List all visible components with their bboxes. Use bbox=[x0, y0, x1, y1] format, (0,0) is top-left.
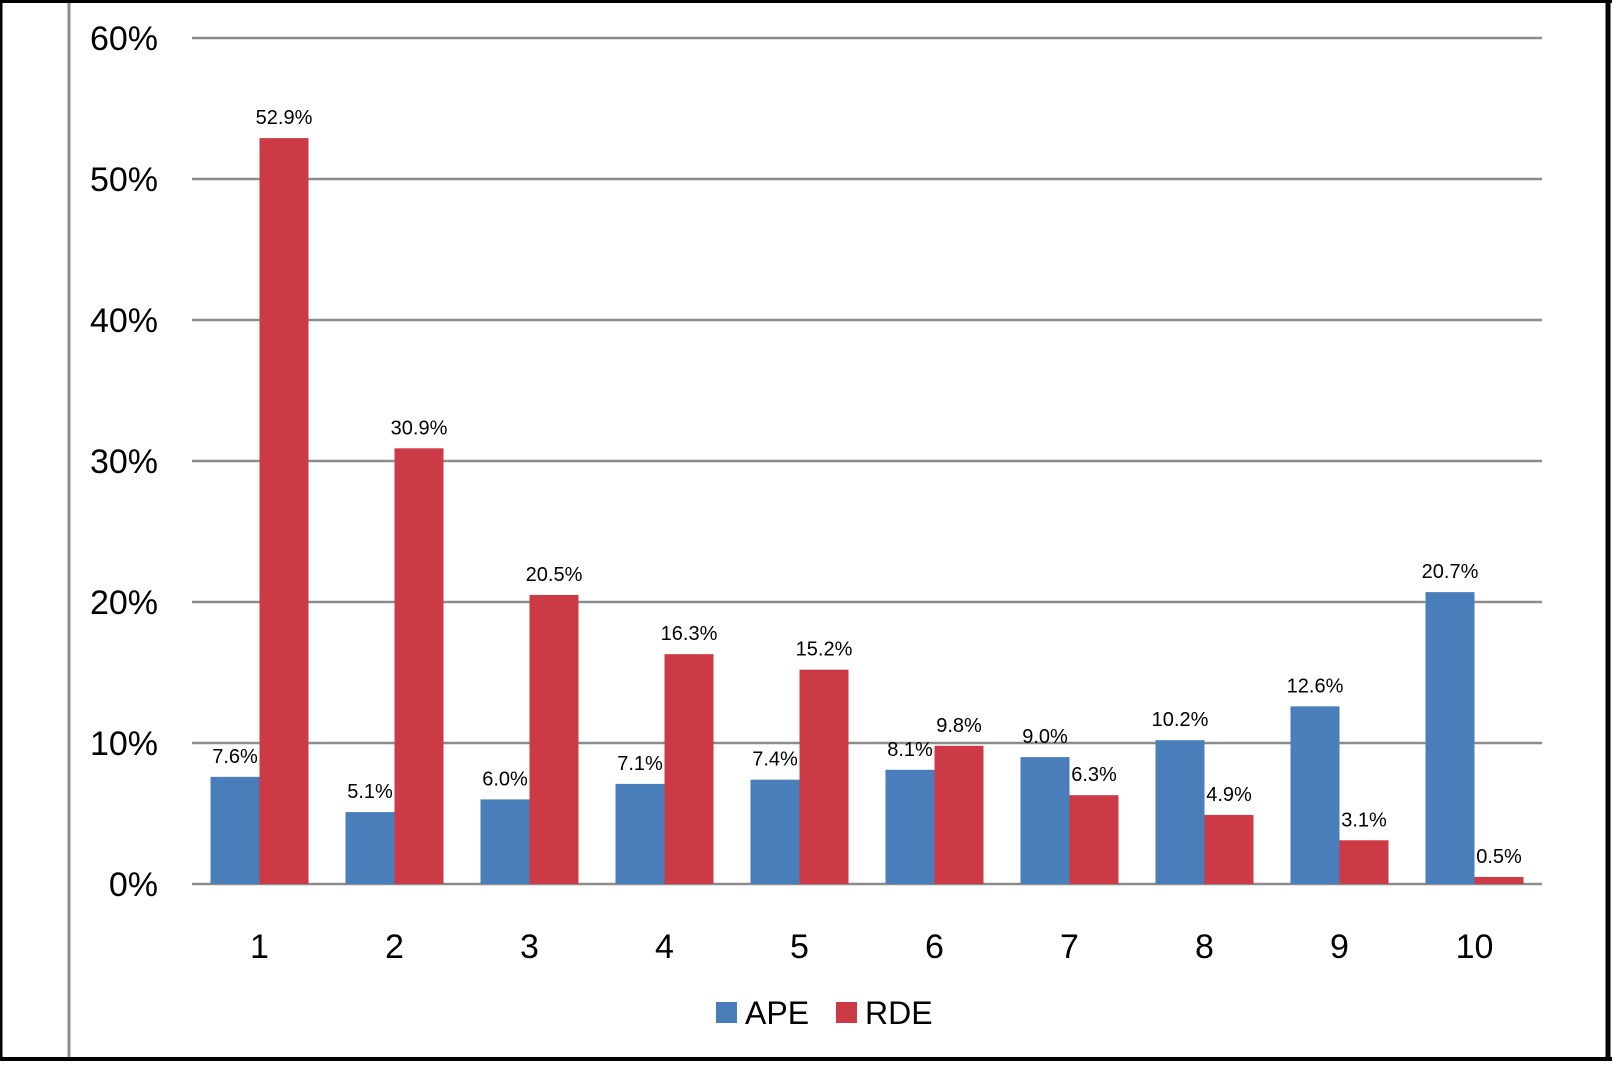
x-tick-label: 8 bbox=[1195, 928, 1214, 966]
legend-swatch-rde bbox=[836, 1002, 857, 1023]
bar-rde-2 bbox=[394, 448, 444, 884]
y-tick-label: 30% bbox=[90, 443, 158, 481]
legend: APE RDE bbox=[716, 995, 933, 1031]
x-tick-label: 6 bbox=[925, 928, 944, 966]
x-tick-label: 4 bbox=[655, 928, 674, 966]
bar-rde-9 bbox=[1339, 840, 1389, 884]
data-label-rde-7: 6.3% bbox=[1071, 764, 1117, 786]
x-axis-ticks: 1 2 3 4 5 6 7 8 9 10 bbox=[250, 928, 1493, 966]
x-tick-label: 10 bbox=[1456, 928, 1494, 966]
y-tick-label: 50% bbox=[90, 161, 158, 199]
data-label-rde-1: 52.9% bbox=[256, 107, 313, 129]
data-labels: 7.6% 5.1% 6.0% 7.1% 7.4% 8.1% 9.0% 10.2% 12.6% 20… bbox=[212, 107, 1522, 868]
data-label-rde-9: 3.1% bbox=[1341, 809, 1387, 831]
data-label-ape-8: 10.2% bbox=[1152, 709, 1209, 731]
bar-rde-5 bbox=[799, 669, 849, 884]
data-label-rde-4: 16.3% bbox=[661, 623, 718, 645]
bar-ape-7 bbox=[1020, 757, 1070, 884]
data-label-ape-2: 5.1% bbox=[347, 781, 393, 803]
data-label-ape-10: 20.7% bbox=[1422, 561, 1479, 583]
data-label-rde-5: 15.2% bbox=[796, 639, 853, 661]
x-tick-label: 9 bbox=[1330, 928, 1349, 966]
data-label-rde-8: 4.9% bbox=[1206, 784, 1252, 806]
data-label-ape-4: 7.1% bbox=[617, 753, 663, 775]
y-tick-label: 0% bbox=[109, 866, 158, 904]
y-axis-ticks: 0% 10% 20% 30% 40% 50% 60% bbox=[90, 20, 158, 904]
bar-ape-4 bbox=[615, 783, 665, 884]
data-label-ape-1: 7.6% bbox=[212, 746, 258, 768]
bar-rde-4 bbox=[664, 654, 714, 884]
bar-rde-8 bbox=[1204, 814, 1254, 884]
bar-ape-1 bbox=[210, 776, 260, 884]
data-label-ape-3: 6.0% bbox=[482, 768, 528, 790]
x-tick-label: 7 bbox=[1060, 928, 1079, 966]
bar-rde-1 bbox=[259, 138, 309, 885]
y-tick-label: 40% bbox=[90, 302, 158, 340]
data-label-ape-5: 7.4% bbox=[752, 749, 798, 771]
legend-swatch-ape bbox=[716, 1002, 737, 1023]
data-label-rde-2: 30.9% bbox=[391, 417, 448, 439]
data-label-ape-9: 12.6% bbox=[1287, 675, 1344, 697]
bar-ape-9 bbox=[1290, 706, 1340, 884]
bars bbox=[210, 138, 1524, 885]
bar-rde-10 bbox=[1474, 876, 1524, 884]
y-tick-label: 60% bbox=[90, 20, 158, 58]
data-label-rde-10: 0.5% bbox=[1476, 846, 1522, 868]
bar-ape-6 bbox=[885, 769, 935, 884]
bar-rde-6 bbox=[934, 745, 984, 884]
bar-rde-7 bbox=[1069, 795, 1119, 884]
bar-ape-2 bbox=[345, 812, 395, 884]
data-label-ape-6: 8.1% bbox=[887, 739, 933, 761]
y-tick-label: 20% bbox=[90, 584, 158, 622]
bar-rde-3 bbox=[529, 594, 579, 884]
data-label-ape-7: 9.0% bbox=[1022, 726, 1068, 748]
bar-ape-10 bbox=[1425, 592, 1475, 884]
legend-label-rde: RDE bbox=[865, 995, 933, 1031]
x-tick-label: 5 bbox=[790, 928, 809, 966]
bar-ape-5 bbox=[750, 779, 800, 884]
bar-ape-3 bbox=[480, 799, 530, 884]
x-tick-label: 2 bbox=[385, 928, 404, 966]
x-tick-label: 3 bbox=[520, 928, 539, 966]
x-tick-label: 1 bbox=[250, 928, 269, 966]
data-label-rde-6: 9.8% bbox=[936, 715, 982, 737]
data-label-rde-3: 20.5% bbox=[526, 564, 583, 586]
y-tick-label: 10% bbox=[90, 725, 158, 763]
legend-label-ape: APE bbox=[745, 995, 809, 1031]
bar-ape-8 bbox=[1155, 740, 1205, 884]
